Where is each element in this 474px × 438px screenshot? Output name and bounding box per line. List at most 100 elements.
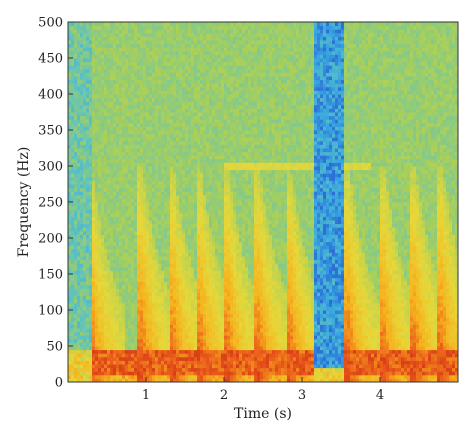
spectrogram-cell <box>149 378 153 383</box>
spectrogram-cell <box>191 360 195 365</box>
spectrogram-cell <box>134 198 138 203</box>
spectrogram-cell <box>140 328 144 333</box>
spectrogram-cell <box>194 274 198 279</box>
spectrogram-cell <box>209 277 213 282</box>
spectrogram-cell <box>197 270 201 275</box>
spectrogram-cell <box>209 40 213 45</box>
spectrogram-cell <box>77 144 81 149</box>
spectrogram-cell <box>116 115 120 120</box>
spectrogram-cell <box>206 180 210 185</box>
spectrogram-cell <box>80 25 84 30</box>
spectrogram-cell <box>215 209 219 214</box>
spectrogram-cell <box>191 338 195 343</box>
spectrogram-cell <box>77 90 81 95</box>
spectrogram-cell <box>149 144 153 149</box>
spectrogram-cell <box>152 61 156 66</box>
spectrogram-cell <box>173 97 177 102</box>
spectrogram-cell <box>158 367 162 372</box>
spectrogram-cell <box>194 313 198 318</box>
spectrogram-cell <box>179 245 183 250</box>
spectrogram-cell <box>77 266 81 271</box>
spectrogram-cell <box>215 360 219 365</box>
spectrogram-cell <box>182 176 186 181</box>
spectrogram-cell <box>68 223 72 228</box>
spectrogram-cell <box>110 32 114 37</box>
spectrogram-cell <box>89 126 93 131</box>
spectrogram-cell <box>71 29 75 34</box>
spectrogram-cell <box>149 140 153 145</box>
spectrogram-cell <box>140 198 144 203</box>
spectrogram-cell <box>119 320 123 325</box>
spectrogram-cell <box>188 324 192 329</box>
spectrogram-cell <box>71 266 75 271</box>
spectrogram-cell <box>110 65 114 70</box>
spectrogram-cell <box>101 122 105 127</box>
spectrogram-cell <box>146 173 150 178</box>
spectrogram-cell <box>182 324 186 329</box>
spectrogram-cell <box>116 202 120 207</box>
spectrogram-cell <box>122 108 126 113</box>
spectrogram-cell <box>140 274 144 279</box>
spectrogram-cell <box>92 108 96 113</box>
spectrogram-cell <box>128 310 132 315</box>
spectrogram-cell <box>152 310 156 315</box>
spectrogram-cell <box>167 252 171 257</box>
spectrogram-cell <box>95 94 99 99</box>
spectrogram-cell <box>200 238 204 243</box>
spectrogram-cell <box>68 270 72 275</box>
spectrogram-cell <box>197 47 201 52</box>
spectrogram-cell <box>206 65 210 70</box>
spectrogram-cell <box>164 284 168 289</box>
spectrogram-cell <box>179 353 183 358</box>
spectrogram-cell <box>179 169 183 174</box>
spectrogram-cell <box>107 324 111 329</box>
spectrogram-cell <box>185 126 189 131</box>
spectrogram-cell <box>155 176 159 181</box>
spectrogram-cell <box>197 32 201 37</box>
spectrogram-cell <box>206 191 210 196</box>
spectrogram-cell <box>128 234 132 239</box>
spectrogram-cell <box>152 176 156 181</box>
spectrogram-cell <box>200 184 204 189</box>
spectrogram-cell <box>80 90 84 95</box>
spectrogram-cell <box>161 43 165 48</box>
spectrogram-cell <box>80 194 84 199</box>
spectrogram-cell <box>80 306 84 311</box>
spectrogram-cell <box>215 191 219 196</box>
spectrogram-cell <box>80 198 84 203</box>
spectrogram-cell <box>161 263 165 268</box>
spectrogram-cell <box>104 50 108 55</box>
spectrogram-cell <box>119 155 123 160</box>
spectrogram-cell <box>125 173 129 178</box>
spectrogram-cell <box>86 317 90 322</box>
spectrogram-cell <box>158 83 162 88</box>
spectrogram-cell <box>206 238 210 243</box>
spectrogram-cell <box>143 194 147 199</box>
spectrogram-cell <box>200 29 204 34</box>
spectrogram-cell <box>104 43 108 48</box>
spectrogram-cell <box>98 180 102 185</box>
spectrogram-cell <box>74 245 78 250</box>
spectrogram-cell <box>83 148 87 153</box>
spectrogram-cell <box>89 79 93 84</box>
spectrogram-cell <box>194 238 198 243</box>
spectrogram-cell <box>185 86 189 91</box>
spectrogram-cell <box>140 317 144 322</box>
spectrogram-cell <box>185 40 189 45</box>
spectrogram-cell <box>158 317 162 322</box>
spectrogram-cell <box>140 245 144 250</box>
spectrogram-cell <box>104 374 108 379</box>
spectrogram-cell <box>68 259 72 264</box>
spectrogram-cell <box>146 65 150 70</box>
spectrogram-cell <box>191 158 195 163</box>
spectrogram-cell <box>212 191 216 196</box>
spectrogram-cell <box>176 43 180 48</box>
spectrogram-cell <box>161 25 165 30</box>
spectrogram-cell <box>206 274 210 279</box>
spectrogram-cell <box>89 230 93 235</box>
spectrogram-cell <box>149 248 153 253</box>
spectrogram-cell <box>98 353 102 358</box>
spectrogram-cell <box>161 248 165 253</box>
spectrogram-cell <box>110 176 114 181</box>
spectrogram-cell <box>164 277 168 282</box>
